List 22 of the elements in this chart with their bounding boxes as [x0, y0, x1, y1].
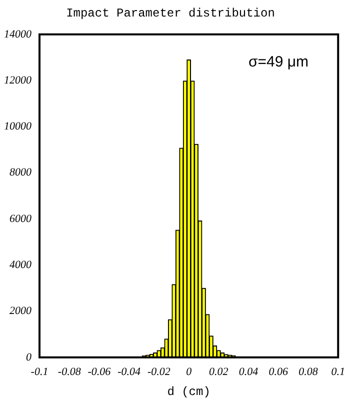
x-tick-label: 0.06 — [268, 366, 289, 378]
y-tick-label: 12000 — [4, 74, 32, 86]
x-tick-label: -0.02 — [147, 366, 171, 378]
y-tick-label: 10000 — [4, 120, 32, 133]
x-tick-label: -0.04 — [118, 366, 142, 378]
y-tick-label: 14000 — [4, 28, 32, 40]
x-tick-label: -0.1 — [30, 366, 48, 378]
chart-title: Impact Parameter distribution — [66, 6, 275, 20]
x-tick-label: 0 — [186, 366, 192, 378]
y-tick-label: 2000 — [10, 305, 32, 318]
y-tick-label: 6000 — [10, 212, 32, 225]
x-tick-label: 0.02 — [209, 366, 229, 378]
y-tick-label: 8000 — [10, 166, 32, 179]
x-axis-title: d (cm) — [167, 384, 210, 399]
y-tick-label: 0 — [26, 351, 32, 364]
x-tick-label: -0.06 — [88, 366, 112, 378]
x-tick-label: 0.1 — [331, 366, 345, 378]
x-tick-label: 0.04 — [238, 366, 259, 378]
x-tick-label: 0.08 — [298, 366, 318, 378]
x-tick-label: -0.08 — [58, 366, 82, 378]
annotation: σ=49 μm — [248, 54, 309, 71]
y-tick-label: 4000 — [10, 259, 32, 272]
